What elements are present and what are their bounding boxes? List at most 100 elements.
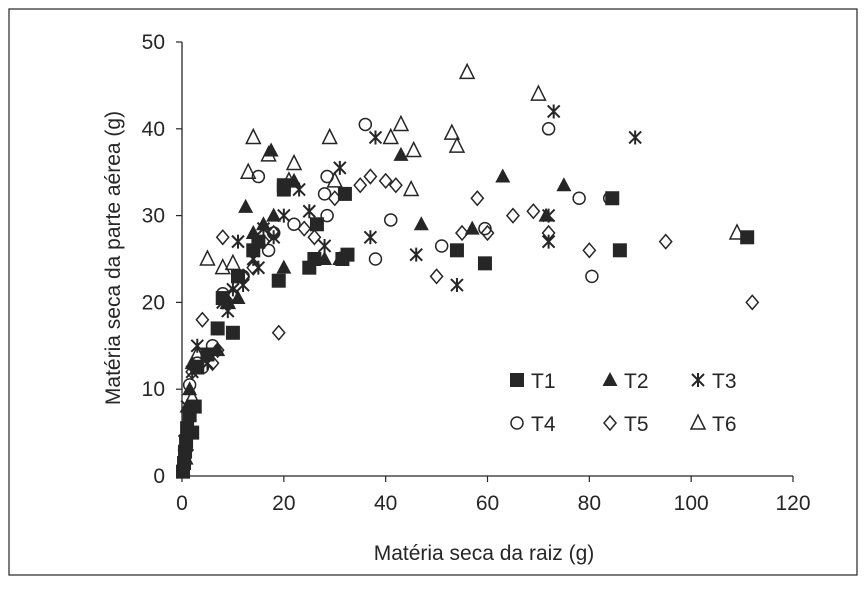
data-point-t3 [363,230,378,245]
data-point-t1 [271,273,286,288]
data-point-t5 [266,224,281,242]
legend-marker-t5 [603,414,617,432]
data-points [176,62,760,479]
data-point-t2 [317,251,333,265]
data-point-t3 [277,208,291,223]
data-point-t5 [378,172,393,190]
data-point-t4 [368,252,383,266]
series-t6 [178,62,746,440]
x-tick-label: 120 [775,492,810,515]
data-point-t5 [353,177,368,194]
data-point-t5 [363,168,378,185]
data-point-t3 [546,104,561,119]
data-point-t6 [728,223,746,240]
data-point-t6 [189,344,206,362]
data-point-t2 [286,172,302,187]
data-point-t1 [605,191,620,206]
data-point-t5 [455,224,470,242]
data-point-t5 [745,294,760,311]
legend-marker-t4 [510,416,524,430]
data-point-t6 [382,127,399,145]
data-point-t1 [477,256,492,271]
data-point-t5 [215,229,230,246]
data-point-t1 [307,252,322,266]
data-point-t6 [224,253,242,271]
data-point-t1 [276,178,291,193]
data-point-t5 [180,441,195,459]
data-point-t5 [582,242,597,259]
legend: T1 T2 T3 T4 T5 T6 [510,370,737,436]
data-point-t5 [195,311,210,328]
legend-label-t5: T5 [624,413,649,436]
data-point-t5 [505,207,520,224]
data-point-t2 [276,259,292,274]
data-point-t5 [429,268,444,285]
legend-marker-t2 [602,372,618,386]
axes: 0 20 40 60 80 100 120 0 10 20 30 40 50 [142,31,811,515]
data-point-t4 [572,191,586,205]
data-point-t1 [340,247,355,262]
data-point-t3 [317,238,332,253]
data-point-t5 [327,190,342,207]
y-tick-label: 0 [153,465,165,488]
series-t5 [180,168,760,459]
data-point-t5 [271,324,286,341]
data-point-t3 [180,399,194,414]
data-point-t6 [183,388,201,405]
data-point-t5 [480,224,495,242]
data-point-t1 [337,186,352,201]
data-point-t6 [280,171,298,188]
data-point-t2 [413,216,429,231]
legend-label-t2: T2 [624,370,649,393]
legend-label-t4: T4 [531,413,556,436]
data-point-t5 [236,268,251,285]
legend-marker-t1 [510,373,524,387]
data-point-t4 [320,208,334,223]
data-point-t5 [246,259,261,276]
data-point-t6 [260,145,277,162]
data-point-t3 [333,160,347,175]
x-tick-label: 20 [272,492,295,515]
data-point-t3 [450,278,464,293]
data-point-t6 [219,292,237,310]
data-point-t3 [210,321,225,336]
data-point-t4 [195,360,210,375]
data-point-t6 [530,84,547,101]
data-point-t2 [495,168,511,183]
x-tick-label: 60 [476,492,499,515]
data-point-t2 [230,290,246,305]
y-axis-title: Matéria seca da parte aérea (g) [102,111,125,405]
data-point-t2 [332,251,348,265]
data-point-t6 [402,179,420,197]
data-point-t6 [326,171,343,188]
y-tick-label: 20 [142,291,165,314]
data-point-t6 [443,123,461,140]
data-point-t4 [261,243,276,258]
x-tick-label: 80 [578,492,601,515]
data-point-t3 [368,130,383,145]
data-point-t5 [658,233,673,250]
data-point-t6 [245,127,262,145]
legend-label-t3: T3 [712,370,737,393]
data-point-t6 [199,249,216,266]
data-point-t3 [231,234,245,249]
data-point-t1 [309,217,324,232]
data-point-t4 [182,378,197,392]
data-point-t5 [541,224,556,242]
y-tick-label: 40 [142,118,165,141]
data-point-t2 [556,177,572,192]
data-point-t6 [392,114,410,132]
data-point-t4 [177,443,192,457]
data-point-t5 [210,341,225,359]
figure-border [8,8,858,576]
data-point-t2 [238,198,254,213]
data-point-t6 [458,62,476,80]
data-point-t5 [470,190,485,207]
legend-marker-t6 [689,413,707,430]
data-point-t5 [307,229,322,246]
data-point-t6 [178,422,196,440]
data-point-t4 [541,122,556,136]
data-point-t3 [302,204,316,219]
